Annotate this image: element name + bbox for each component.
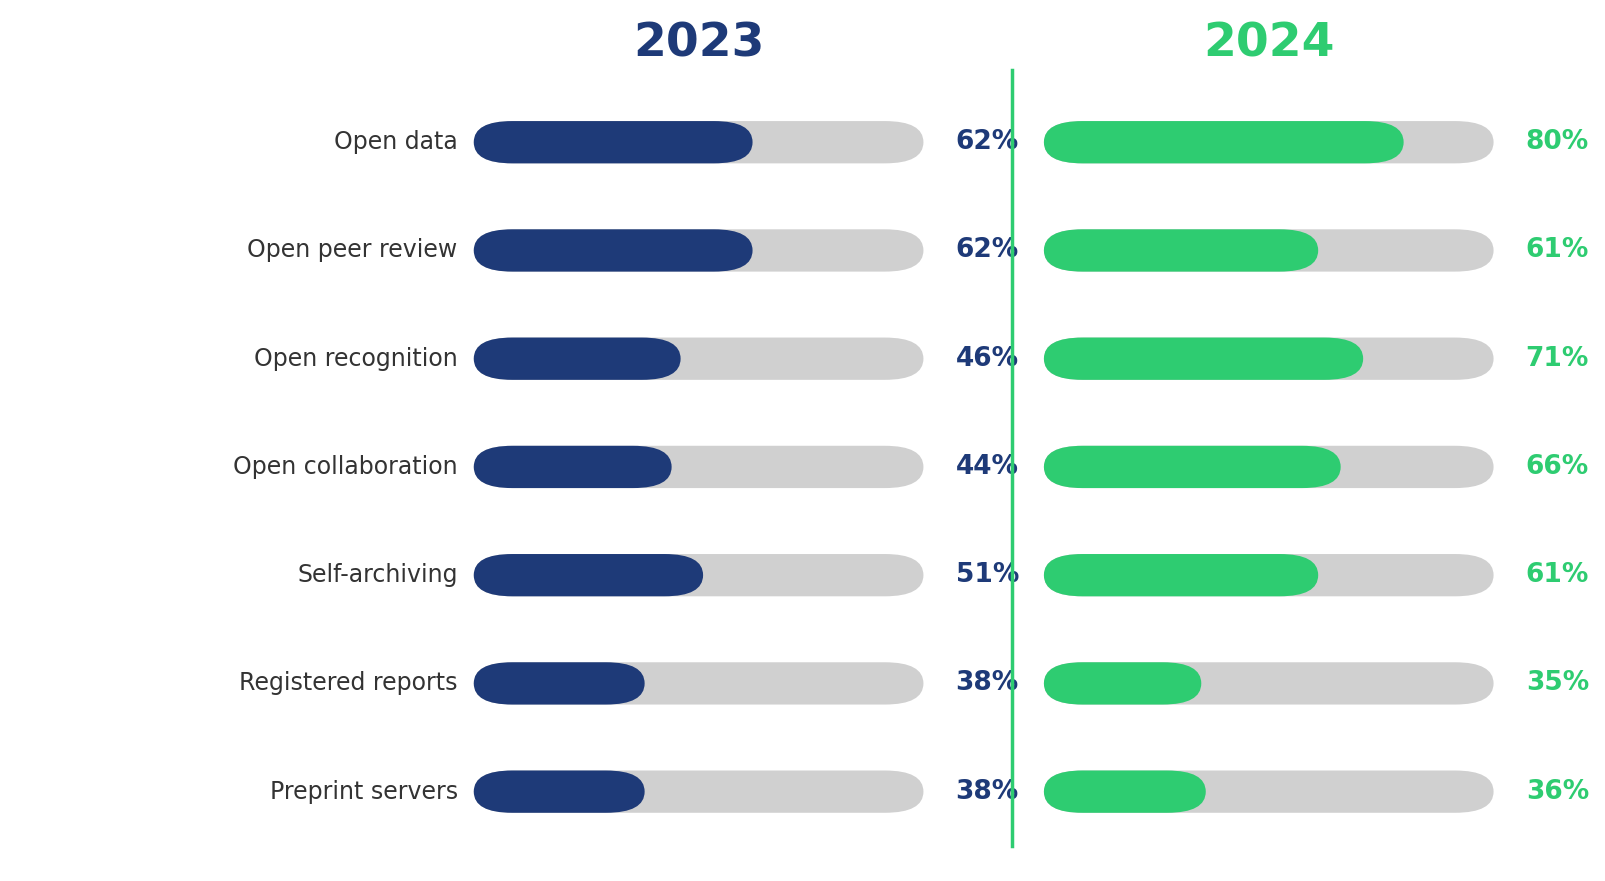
Text: 44%: 44% bbox=[955, 454, 1018, 480]
Text: 2024: 2024 bbox=[1202, 21, 1334, 67]
FancyBboxPatch shape bbox=[473, 663, 644, 705]
Text: Open collaboration: Open collaboration bbox=[233, 455, 457, 479]
FancyBboxPatch shape bbox=[1043, 337, 1363, 380]
Text: 71%: 71% bbox=[1525, 345, 1587, 372]
FancyBboxPatch shape bbox=[473, 121, 923, 163]
FancyBboxPatch shape bbox=[473, 771, 644, 813]
Text: 36%: 36% bbox=[1525, 779, 1587, 804]
FancyBboxPatch shape bbox=[473, 771, 923, 813]
Text: 35%: 35% bbox=[1525, 670, 1587, 696]
Text: 38%: 38% bbox=[955, 670, 1018, 696]
FancyBboxPatch shape bbox=[1043, 554, 1318, 596]
FancyBboxPatch shape bbox=[473, 229, 923, 271]
Text: 2023: 2023 bbox=[632, 21, 764, 67]
Text: 62%: 62% bbox=[955, 238, 1018, 263]
Text: 51%: 51% bbox=[955, 562, 1018, 589]
FancyBboxPatch shape bbox=[473, 446, 923, 488]
Text: 61%: 61% bbox=[1525, 562, 1587, 589]
Text: 80%: 80% bbox=[1525, 130, 1587, 155]
FancyBboxPatch shape bbox=[1043, 771, 1493, 813]
FancyBboxPatch shape bbox=[1043, 229, 1493, 271]
FancyBboxPatch shape bbox=[1043, 229, 1318, 271]
FancyBboxPatch shape bbox=[1043, 121, 1403, 163]
FancyBboxPatch shape bbox=[473, 554, 703, 596]
Text: 66%: 66% bbox=[1525, 454, 1587, 480]
FancyBboxPatch shape bbox=[473, 446, 671, 488]
FancyBboxPatch shape bbox=[1043, 554, 1493, 596]
FancyBboxPatch shape bbox=[1043, 121, 1493, 163]
FancyBboxPatch shape bbox=[1043, 446, 1493, 488]
FancyBboxPatch shape bbox=[473, 337, 681, 380]
FancyBboxPatch shape bbox=[1043, 337, 1493, 380]
Text: Open data: Open data bbox=[334, 130, 457, 154]
FancyBboxPatch shape bbox=[473, 663, 923, 705]
Text: Registered reports: Registered reports bbox=[239, 671, 457, 695]
Text: Open peer review: Open peer review bbox=[247, 239, 457, 263]
FancyBboxPatch shape bbox=[473, 121, 753, 163]
Text: 46%: 46% bbox=[955, 345, 1018, 372]
Text: 61%: 61% bbox=[1525, 238, 1587, 263]
FancyBboxPatch shape bbox=[473, 554, 923, 596]
FancyBboxPatch shape bbox=[1043, 771, 1205, 813]
FancyBboxPatch shape bbox=[473, 229, 753, 271]
FancyBboxPatch shape bbox=[1043, 446, 1340, 488]
Text: 62%: 62% bbox=[955, 130, 1018, 155]
FancyBboxPatch shape bbox=[1043, 663, 1201, 705]
FancyBboxPatch shape bbox=[1043, 663, 1493, 705]
Text: Preprint servers: Preprint servers bbox=[270, 780, 457, 803]
Text: Self-archiving: Self-archiving bbox=[297, 563, 457, 587]
Text: Open recognition: Open recognition bbox=[254, 347, 457, 371]
Text: 38%: 38% bbox=[955, 779, 1018, 804]
FancyBboxPatch shape bbox=[473, 337, 923, 380]
